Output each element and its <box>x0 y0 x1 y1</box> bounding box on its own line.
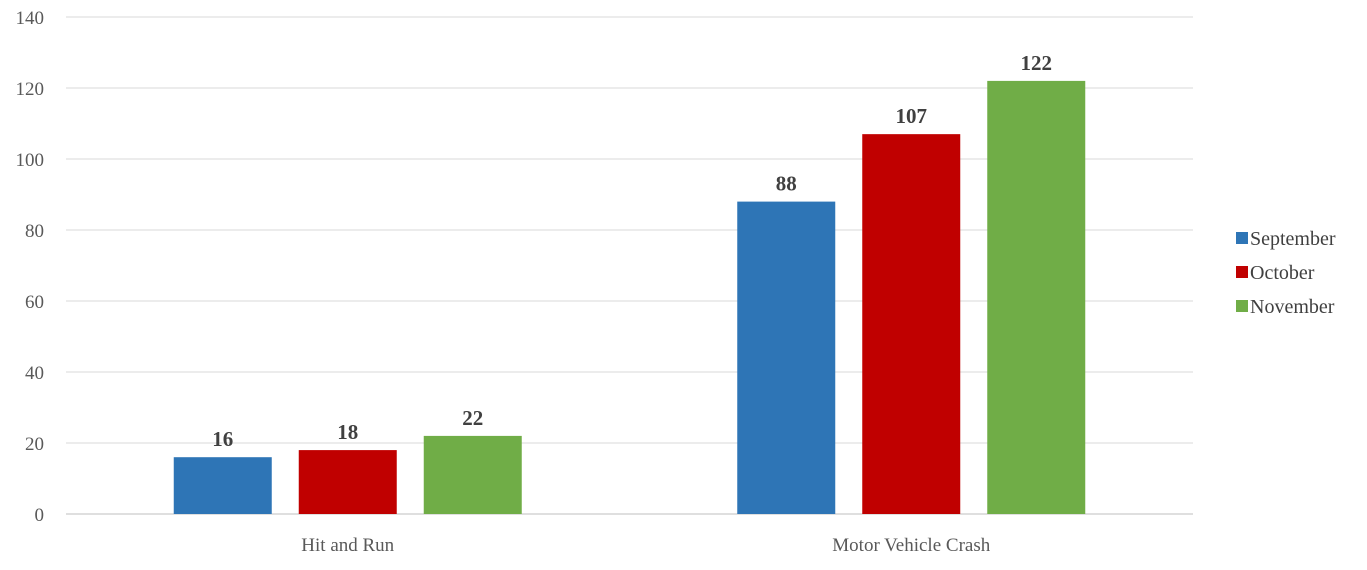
data-labels: 16 18 22 88 107 122 <box>212 51 1052 451</box>
data-label: 107 <box>896 104 928 128</box>
data-label: 16 <box>212 427 233 451</box>
y-tick-label: 60 <box>25 292 44 313</box>
bars <box>173 80 1086 515</box>
legend-swatch-september <box>1236 232 1248 244</box>
x-category-label: Motor Vehicle Crash <box>832 535 990 556</box>
legend-label-october: October <box>1250 262 1315 284</box>
legend: September October November <box>1236 228 1336 318</box>
legend-swatch-november <box>1236 300 1248 312</box>
y-tick-label: 40 <box>25 363 44 384</box>
y-tick-label: 20 <box>25 434 44 455</box>
x-axis-categories: Hit and Run Motor Vehicle Crash <box>301 535 990 556</box>
bar-september <box>173 457 272 514</box>
y-tick-label: 0 <box>35 505 45 526</box>
data-label: 122 <box>1021 51 1053 75</box>
data-label: 88 <box>776 172 797 196</box>
data-label: 22 <box>462 406 483 430</box>
bar-october <box>862 134 961 514</box>
legend-label-november: November <box>1250 296 1335 318</box>
legend-label-september: September <box>1250 228 1336 250</box>
bar-november <box>423 435 522 514</box>
bar-september <box>737 201 836 514</box>
bar-october <box>298 450 397 514</box>
y-tick-label: 100 <box>16 150 45 171</box>
y-tick-label: 140 <box>16 8 45 29</box>
y-tick-label: 80 <box>25 221 44 242</box>
bar-november <box>987 80 1086 515</box>
x-category-label: Hit and Run <box>301 535 394 556</box>
legend-swatch-october <box>1236 266 1248 278</box>
y-tick-label: 120 <box>16 79 45 100</box>
y-axis-ticks: 0 20 40 60 80 100 120 140 <box>16 8 45 526</box>
data-label: 18 <box>337 420 358 444</box>
gridlines <box>66 16 1193 515</box>
